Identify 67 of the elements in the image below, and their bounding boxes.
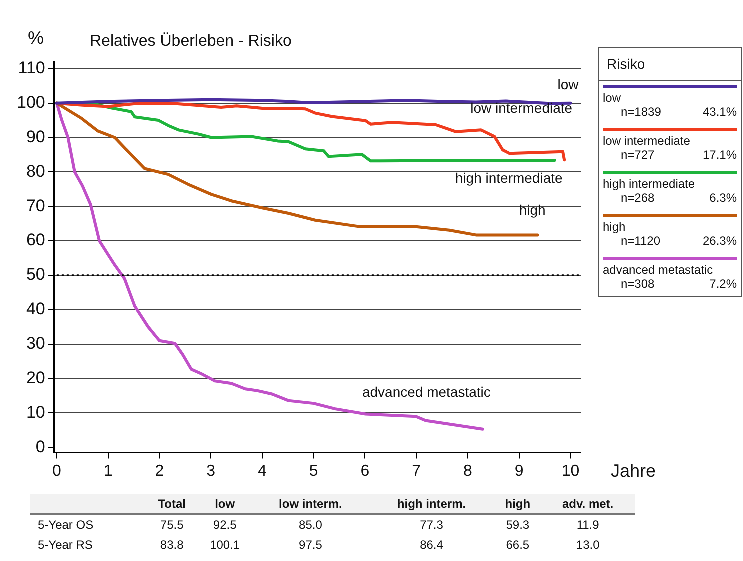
- text: high intermediate: [603, 177, 696, 191]
- text: 85.0: [298, 517, 324, 534]
- x-tick-label: 7: [412, 462, 422, 480]
- x-tick-label: 1: [104, 462, 113, 480]
- y-axis-title: %: [28, 28, 44, 48]
- text: n=308: [621, 277, 655, 291]
- y-tick-label: 20: [26, 368, 46, 388]
- text: low interm.: [252, 494, 369, 514]
- text: advanced metastatic: [603, 263, 714, 277]
- text: n=727: [621, 148, 655, 162]
- text: low intermediate: [603, 134, 690, 148]
- series-label: high: [519, 202, 546, 218]
- text: n=268: [621, 191, 655, 205]
- x-tick-label: 9: [514, 462, 524, 480]
- x-tick-label: 2: [155, 462, 164, 480]
- series-label: low: [558, 76, 580, 92]
- x-tick-label: 3: [206, 462, 216, 480]
- text: 26.3%: [702, 234, 737, 248]
- text: 92.5: [212, 517, 238, 534]
- x-tick-label: 10: [562, 462, 580, 480]
- x-tick-label: 8: [464, 462, 473, 480]
- y-tick-label: 100: [16, 93, 46, 112]
- text: 86.4: [419, 537, 444, 554]
- y-tick-label: 110: [18, 58, 46, 78]
- text: Total: [146, 494, 198, 514]
- text: n=1839: [621, 105, 662, 119]
- text: high interm.: [368, 494, 495, 514]
- y-tick-label: 90: [26, 127, 46, 146]
- text: 13.0: [575, 537, 601, 554]
- y-tick-label: 40: [26, 300, 46, 319]
- x-tick-label: 5: [309, 462, 318, 480]
- y-tick-label: 60: [26, 230, 46, 250]
- text: 75.5: [159, 517, 185, 534]
- text: 100.1: [209, 537, 242, 554]
- y-tick-label: 50: [26, 265, 46, 284]
- y-tick-label: 30: [26, 334, 46, 354]
- x-tick-label: 6: [360, 462, 370, 480]
- text: 5-Year OS: [37, 517, 95, 534]
- x-tick-label: 0: [52, 462, 62, 480]
- text: high: [494, 494, 542, 514]
- text: 83.8: [159, 537, 185, 554]
- series-label: advanced metastatic: [362, 384, 491, 400]
- text: 5-Year RS: [37, 537, 94, 554]
- text: 7.2%: [710, 277, 737, 291]
- text: 11.9: [576, 517, 600, 534]
- text: high: [603, 220, 626, 234]
- x-tick-label: 4: [258, 462, 267, 480]
- text: 97.5: [298, 537, 324, 554]
- y-tick-label: 10: [26, 402, 46, 422]
- text: 66.5: [505, 537, 531, 554]
- chart-title: Relatives Überleben - Risiko: [90, 32, 292, 50]
- y-tick-label: 80: [26, 162, 46, 181]
- text: 6.3%: [710, 191, 737, 205]
- text: low: [198, 494, 253, 514]
- y-tick-label: 70: [26, 196, 46, 216]
- text: adv. met.: [541, 494, 635, 514]
- x-axis-title: Jahre: [611, 460, 656, 481]
- series-label: low intermediate: [470, 100, 573, 116]
- legend-title: Risiko: [599, 48, 741, 81]
- text: n=1120: [621, 234, 660, 248]
- text: 77.3: [419, 517, 444, 534]
- series-label: high intermediate: [455, 170, 564, 186]
- text: 59.3: [505, 517, 531, 534]
- text: 43.1%: [702, 105, 737, 119]
- text: low: [603, 91, 622, 105]
- y-tick-label: 0: [36, 437, 46, 456]
- text: 17.1%: [702, 148, 737, 162]
